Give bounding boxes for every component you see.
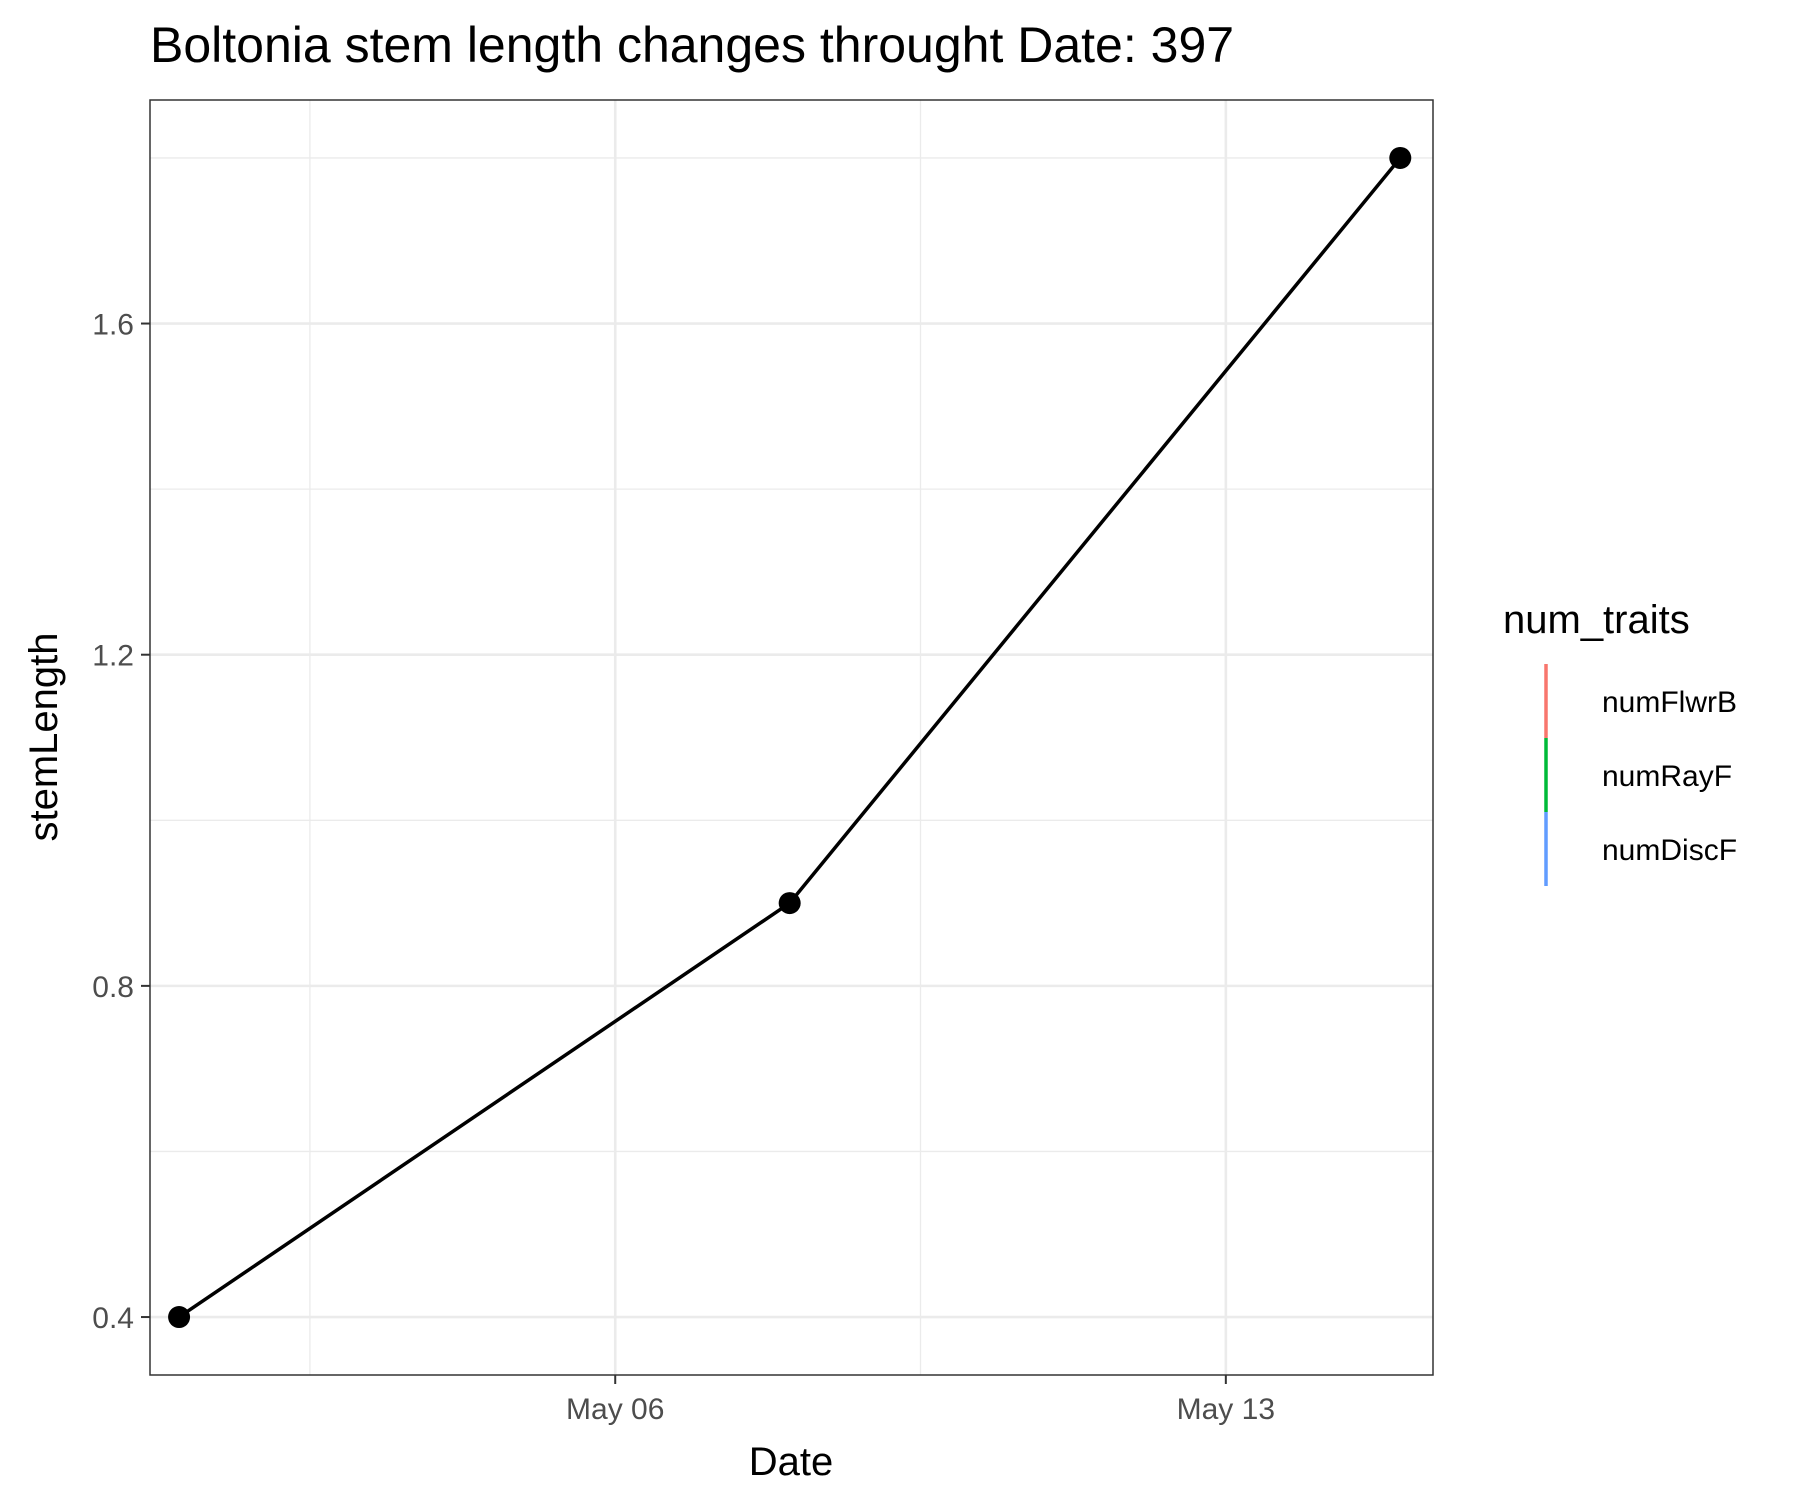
grid: [150, 100, 1433, 1375]
legend: num_traits numFlwrB numRayF numDiscF: [1503, 598, 1737, 886]
legend-label: numRayF: [1602, 760, 1732, 793]
chart-title: Boltonia stem length changes throught Da…: [150, 17, 1234, 73]
y-tick-label: 1.2: [92, 640, 134, 673]
data-point: [1389, 146, 1412, 169]
data-point: [168, 1306, 191, 1329]
x-tick-label: May 13: [1177, 1393, 1275, 1426]
data-point: [778, 892, 801, 915]
plot-panel-border: [149, 99, 1434, 1376]
x-tick-label: May 06: [566, 1393, 664, 1426]
y-tick-label: 0.8: [92, 971, 134, 1004]
axes: 0.4 0.8 1.2 1.6 May 06 May 13: [92, 309, 1275, 1426]
y-tick-label: 0.4: [92, 1302, 134, 1335]
y-axis-title: stemLength: [22, 632, 66, 841]
legend-label: numDiscF: [1602, 834, 1737, 867]
y-tick-label: 1.6: [92, 309, 134, 342]
legend-label: numFlwrB: [1602, 686, 1737, 719]
legend-title: num_traits: [1503, 598, 1690, 642]
x-axis-title: Date: [749, 1440, 834, 1484]
series-layer: [168, 146, 1412, 1329]
